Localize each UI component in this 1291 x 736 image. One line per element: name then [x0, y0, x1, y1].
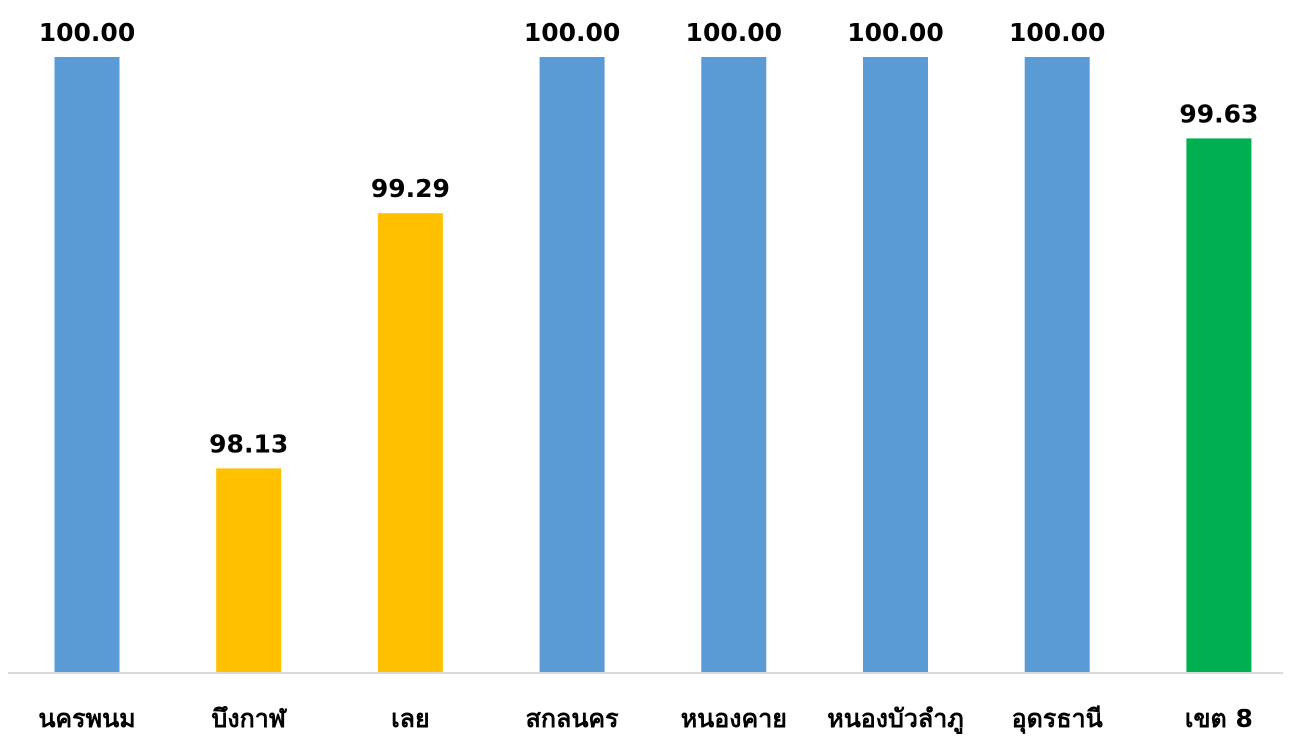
bar	[377, 213, 443, 673]
category-label: สกลนคร	[526, 704, 620, 733]
bar-value-label: 98.13	[209, 429, 288, 458]
bar	[701, 57, 767, 673]
bar-value-label: 100.00	[524, 18, 620, 47]
bar-value-label: 100.00	[847, 18, 943, 47]
category-label: อุดรธานี	[1012, 704, 1103, 735]
bar	[539, 57, 605, 673]
bar-value-label: 99.29	[371, 174, 450, 203]
category-label: บึงกาฬ	[212, 704, 288, 733]
bar-value-label: 100.00	[1009, 18, 1105, 47]
bar	[863, 57, 928, 673]
bar	[216, 468, 282, 673]
category-label: เลย	[391, 704, 430, 733]
bars-group	[54, 57, 1252, 673]
bar	[1024, 57, 1090, 673]
bar-value-label: 100.00	[686, 18, 782, 47]
category-label: นครพนม	[38, 704, 135, 733]
bar-value-label: 100.00	[39, 18, 135, 47]
category-label: เขต 8	[1185, 704, 1253, 733]
category-label: หนองคาย	[681, 704, 787, 733]
category-labels-group: นครพนม บึงกาฬ เลย สกลนคร หนองคาย หนองบัวลำภู อ…	[38, 704, 1253, 735]
category-label: หนองบัวลำภู	[827, 704, 964, 735]
bar-value-label: 99.63	[1179, 99, 1258, 128]
value-labels-group: 100.00 98.13 99.29 100.00 100.00 100.00 100.00…	[39, 18, 1259, 458]
bar	[1186, 138, 1252, 673]
bar	[54, 57, 120, 673]
